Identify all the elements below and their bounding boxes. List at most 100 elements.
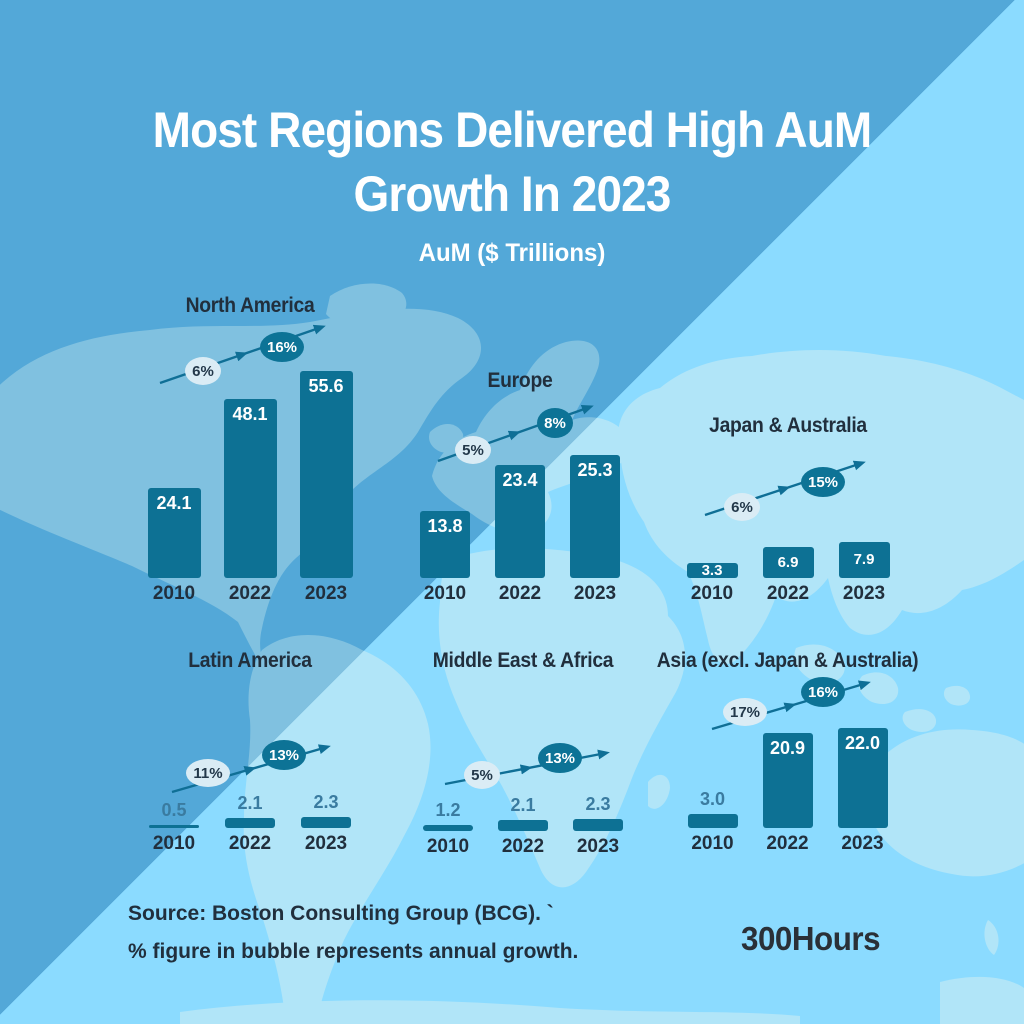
growth-arrow: 6% 15% bbox=[704, 460, 866, 521]
growth-bubble-label: 13% bbox=[269, 747, 299, 764]
bar-group-middle-east-africa-2022: 2.1 2022 bbox=[498, 795, 548, 857]
growth-bubble-light bbox=[723, 698, 767, 726]
growth-bubble-label: 17% bbox=[730, 704, 760, 721]
bar-group-middle-east-africa-2023: 2.3 2023 bbox=[573, 794, 623, 857]
growth-bubble-label: 16% bbox=[267, 339, 297, 356]
brand-logo: 300Hours bbox=[741, 920, 881, 957]
bar-group-japan-australia-2022: 6.9 2022 bbox=[762, 547, 814, 604]
bar-group-middle-east-africa-2010: 1.2 2010 bbox=[423, 800, 473, 857]
bar-europe-2022: 23.4 bbox=[495, 465, 545, 578]
growth-arrow: 11% 13% bbox=[171, 740, 331, 794]
bar-value-label: 25.3 bbox=[577, 460, 613, 480]
growth-bubble-label: 6% bbox=[731, 499, 753, 516]
page-title-line-2: Growth In 2023 bbox=[353, 166, 672, 222]
growth-bubble-dark bbox=[537, 408, 573, 438]
bar-group-japan-australia-2023: 7.9 2023 bbox=[838, 542, 890, 604]
bar-group-japan-australia-2010: 3.3 2010 bbox=[686, 562, 738, 604]
bar-value-label: 24.1 bbox=[156, 493, 192, 513]
map-south-america bbox=[243, 634, 431, 1024]
bar-middle-east-africa-2022 bbox=[498, 820, 548, 831]
source-line-2: % figure in bubble represents annual gro… bbox=[128, 940, 579, 963]
map-southeast-asia bbox=[794, 644, 845, 683]
bar-group-latin-america-2010: 0.5 2010 bbox=[149, 800, 199, 854]
year-label: 2010 bbox=[152, 833, 196, 854]
year-label: 2022 bbox=[766, 583, 810, 604]
bar-row: 3.0 2010 20.9 2022 22.0 2023 bbox=[660, 645, 915, 854]
year-label: 2022 bbox=[501, 836, 545, 857]
bar-group-latin-america-2022: 2.1 2022 bbox=[225, 793, 275, 854]
map-island-2 bbox=[943, 685, 971, 706]
bar-group-north-america-2010: 24.1 2010 bbox=[147, 488, 201, 604]
source-line-1: Source: Boston Consulting Group (BCG). ` bbox=[128, 902, 554, 925]
chart-north-america: 6% 16% North America 24.1 2010 48.1 2022 55.6… bbox=[120, 290, 380, 620]
bar-group-asia-excl-japan-australia-2023: 22.0 2023 bbox=[837, 728, 888, 854]
bar-value-label: 3.0 bbox=[699, 789, 726, 809]
map-island-1 bbox=[902, 709, 937, 732]
bar-value-label: 23.4 bbox=[502, 470, 538, 490]
year-label: 2023 bbox=[304, 833, 348, 854]
growth-bubble-label: 8% bbox=[544, 415, 566, 432]
growth-bubble-light bbox=[724, 493, 760, 521]
chart-asia-excl-japan-australia: 17% 16% Asia (excl. Japan & Australia) 3.… bbox=[657, 645, 919, 860]
bar-row: 24.1 2010 48.1 2022 55.6 2023 bbox=[120, 290, 380, 604]
bar-group-europe-2022: 23.4 2022 bbox=[495, 465, 545, 604]
bar-value-label: 55.6 bbox=[308, 376, 344, 396]
growth-bubble-label: 5% bbox=[462, 442, 484, 459]
bar-europe-2010: 13.8 bbox=[420, 511, 470, 578]
growth-bubble-label: 15% bbox=[808, 474, 838, 491]
year-label: 2010 bbox=[426, 836, 470, 857]
chart-europe: 5% 8% Europe 13.8 2010 23.4 2022 25.3 2023 bbox=[395, 365, 645, 620]
growth-arrow: 5% 13% bbox=[444, 743, 610, 789]
bar-value-label: 3.3 bbox=[701, 561, 723, 579]
year-label: 2010 bbox=[691, 833, 734, 854]
map-australia bbox=[866, 729, 1024, 877]
year-label: 2010 bbox=[423, 583, 467, 604]
bar-japan-australia-2023: 7.9 bbox=[838, 542, 890, 578]
growth-arrow: 5% 8% bbox=[437, 404, 594, 464]
map-antarctica bbox=[180, 1000, 800, 1024]
year-label: 2022 bbox=[228, 833, 272, 854]
chart-region-title: Japan & Australia bbox=[709, 414, 867, 437]
growth-bubble-light bbox=[185, 357, 221, 385]
header: Most Regions Delivered High AuM Growth I… bbox=[0, 98, 1024, 268]
map-africa bbox=[438, 548, 686, 888]
growth-bubble-label: 6% bbox=[192, 363, 214, 380]
growth-bubble-dark bbox=[801, 677, 845, 707]
bar-japan-australia-2022: 6.9 bbox=[762, 547, 814, 578]
bar-asia-excl-japan-australia-2022: 20.9 bbox=[762, 733, 813, 828]
year-label: 2010 bbox=[690, 583, 734, 604]
growth-bubble-label: 13% bbox=[545, 750, 575, 767]
bar-row: 0.5 2010 2.1 2022 2.3 2023 bbox=[125, 645, 375, 854]
bar-value-label: 22.0 bbox=[844, 733, 881, 753]
page-title-line-1: Most Regions Delivered High AuM bbox=[152, 102, 873, 158]
bar-japan-australia-2010: 3.3 bbox=[686, 562, 738, 579]
growth-bubble-label: 11% bbox=[193, 765, 222, 782]
chart-region-title: North America bbox=[185, 294, 315, 317]
map-greenland bbox=[326, 283, 407, 329]
bar-value-label: 2.3 bbox=[313, 792, 339, 812]
growth-bubble-dark bbox=[262, 740, 306, 770]
growth-bubble-dark bbox=[801, 467, 845, 497]
bar-group-europe-2010: 13.8 2010 bbox=[420, 511, 470, 604]
year-label: 2022 bbox=[228, 583, 272, 604]
bar-middle-east-africa-2023 bbox=[573, 819, 623, 831]
growth-bubble-light bbox=[455, 436, 491, 464]
chart-region-title: Latin America bbox=[188, 649, 312, 672]
bar-row: 1.2 2010 2.1 2022 2.3 2023 bbox=[398, 645, 648, 857]
growth-bubble-light bbox=[464, 761, 500, 789]
growth-bubble-label: 16% bbox=[808, 684, 838, 701]
source-note: Source: Boston Consulting Group (BCG). `… bbox=[128, 895, 578, 971]
year-label: 2022 bbox=[498, 583, 542, 604]
bar-value-label: 20.9 bbox=[769, 738, 806, 758]
chart-japan-australia: 6% 15% Japan & Australia 3.3 2010 6.9 2022 7.… bbox=[663, 410, 913, 610]
bar-value-label: 7.9 bbox=[853, 551, 875, 569]
year-label: 2023 bbox=[573, 583, 617, 604]
bar-europe-2023: 25.3 bbox=[570, 455, 620, 578]
growth-bubble-dark bbox=[538, 743, 582, 773]
year-label: 2023 bbox=[304, 583, 348, 604]
chart-region-title: Asia (excl. Japan & Australia) bbox=[656, 649, 919, 672]
bar-latin-america-2023 bbox=[301, 817, 351, 828]
chart-region-title: Middle East & Africa bbox=[432, 649, 614, 672]
growth-bubble-dark bbox=[260, 332, 304, 362]
